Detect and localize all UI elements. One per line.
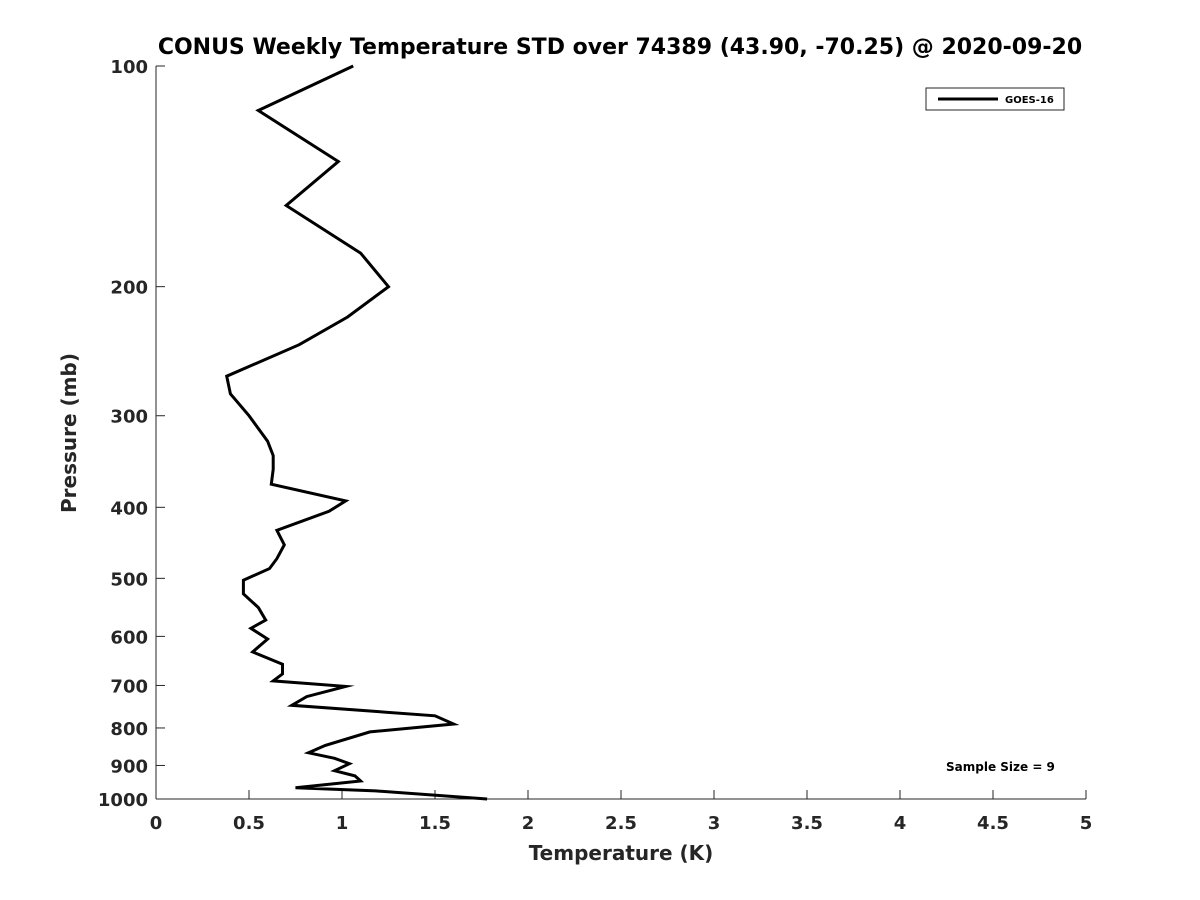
y-tick-label: 200 [110,278,148,299]
x-tick-label: 2.5 [605,813,637,834]
series-layer [224,64,488,801]
y-axis-label: Pressure (mb) [57,353,81,513]
y-tick-label: 1000 [98,790,148,811]
x-axis-label: Temperature (K) [529,841,714,865]
legend: GOES-16 [925,87,1065,111]
x-tick-label: 2 [522,813,535,834]
x-tick-label: 0 [150,813,163,834]
legend-label-goes-16: GOES-16 [1005,95,1054,106]
sample-size-annotation: Sample Size = 9 [946,760,1055,774]
x-tick-label: 3 [708,813,721,834]
y-tick-label: 600 [110,627,148,648]
x-tick-label: 1.5 [419,813,451,834]
x-tick-label: 4 [894,813,907,834]
x-ticks: 0 0.5 1 1.5 2 2.5 3 3.5 4 4.5 5 [150,790,1093,834]
y-ticks: 100 200 300 400 500 600 700 800 900 1000 [98,57,165,811]
y-tick-label: 300 [110,407,148,428]
y-tick-label: 400 [110,498,148,519]
axes [155,66,1086,800]
y-tick-label: 500 [110,569,148,590]
y-tick-label: 800 [110,719,148,740]
x-tick-label: 0.5 [233,813,265,834]
chart-title: CONUS Weekly Temperature STD over 74389 … [158,35,1082,60]
y-tick-label: 900 [110,756,148,777]
x-tick-label: 3.5 [791,813,823,834]
series-line-goes-16 [224,64,488,801]
x-tick-label: 1 [336,813,349,834]
x-tick-label: 5 [1080,813,1093,834]
x-tick-label: 4.5 [977,813,1009,834]
y-tick-label: 700 [110,676,148,697]
y-tick-label: 100 [110,57,148,78]
